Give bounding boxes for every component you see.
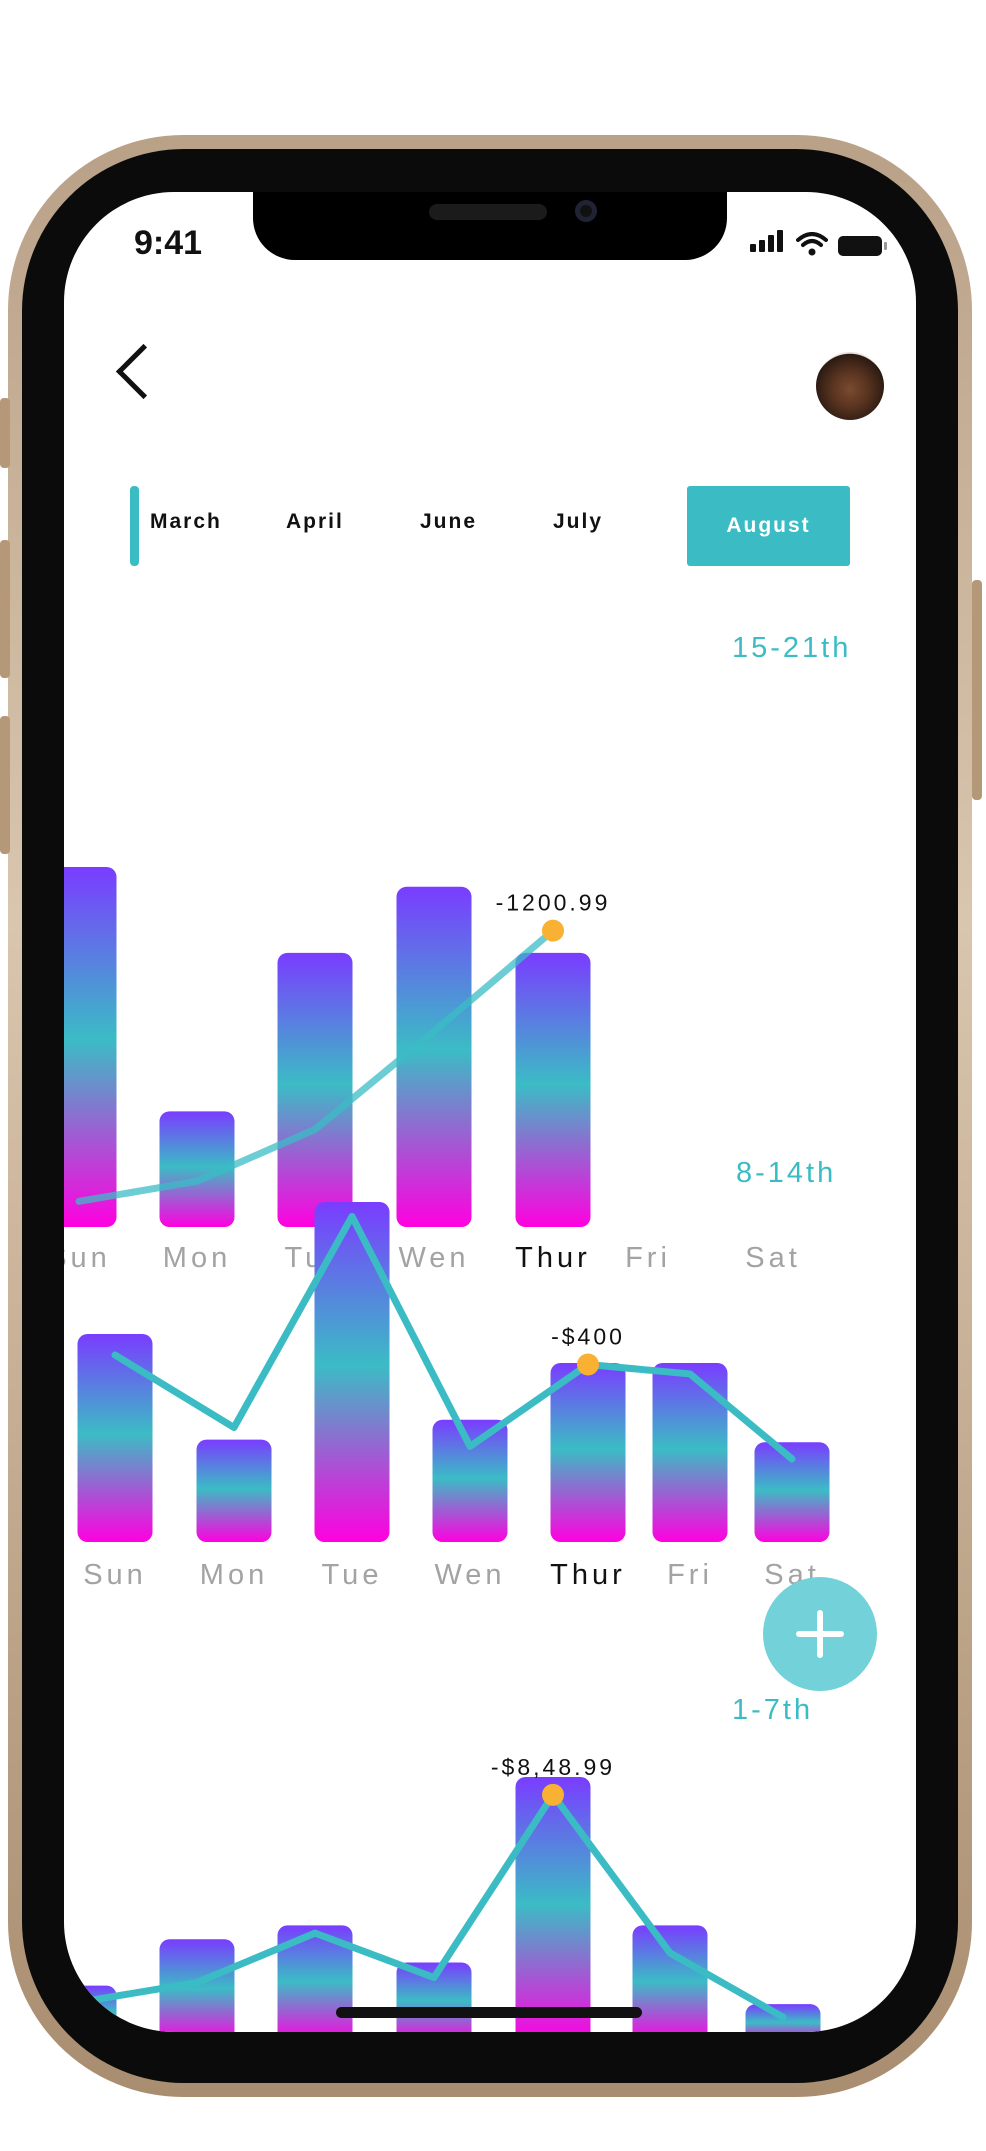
status-icons <box>750 230 887 256</box>
bar-sat[interactable] <box>754 1442 830 1542</box>
trend-line <box>75 1791 787 2021</box>
day-label-thur: Thur <box>550 1559 626 1591</box>
day-label-thur: Thur <box>515 1242 591 1274</box>
bar-tue[interactable] <box>277 1925 353 2032</box>
value-label: -1200.99 <box>496 890 611 916</box>
bar-tue[interactable] <box>314 1202 390 1542</box>
day-label-tue: Tue <box>322 1559 383 1591</box>
week-label-15-21: 15-21th <box>732 632 852 664</box>
home-indicator[interactable] <box>336 2007 642 2018</box>
bar-wen[interactable] <box>396 886 472 1227</box>
bar-tue[interactable] <box>277 952 353 1227</box>
highlight-marker[interactable] <box>542 919 564 942</box>
highlight-marker[interactable] <box>542 1783 564 1806</box>
speaker-grille <box>429 204 547 220</box>
day-label-wen: Wen <box>398 1242 469 1274</box>
day-label-fri: Fri <box>667 1559 713 1591</box>
month-scroll-indicator <box>130 486 139 566</box>
side-button-power <box>972 580 982 800</box>
battery-icon <box>838 236 887 256</box>
plus-icon <box>796 1610 844 1658</box>
bar-thur[interactable] <box>515 1777 591 2032</box>
week-label-8-14: 8-14th <box>736 1157 837 1189</box>
day-label-fri: Fri <box>625 1242 671 1274</box>
bar-thur[interactable] <box>515 952 591 1227</box>
day-label-mon: Mon <box>163 1242 231 1274</box>
weekly-chart-1-7: -$8,48.99 <box>64 1754 821 2032</box>
value-label: -$400 <box>551 1324 625 1350</box>
month-tab-march[interactable]: March <box>150 510 222 533</box>
month-tab-april[interactable]: April <box>286 510 344 533</box>
day-label-mon: Mon <box>200 1559 268 1591</box>
day-label-sat: Sat <box>745 1242 801 1274</box>
trend-line <box>111 1212 796 1463</box>
bar-mon[interactable] <box>196 1439 272 1542</box>
day-label-sun: Sun <box>83 1559 147 1591</box>
weekly-chart-8-14: Sun Mon Tue Wen Thur Fri Sat -$400 <box>77 1202 830 1591</box>
bar-thur[interactable] <box>550 1363 626 1542</box>
status-time: 9:41 <box>134 224 203 262</box>
side-button-silent <box>0 398 10 468</box>
week-label-1-7: 1-7th <box>732 1694 814 1726</box>
value-label: -$8,48.99 <box>491 1754 615 1780</box>
bar-wen[interactable] <box>432 1419 508 1542</box>
trend-line <box>75 927 557 1205</box>
user-avatar[interactable] <box>816 352 884 420</box>
add-transaction-button[interactable] <box>763 1577 877 1691</box>
highlight-marker[interactable] <box>577 1353 599 1376</box>
bar-fri[interactable] <box>632 1925 708 2032</box>
month-tab-august[interactable]: August <box>687 486 850 566</box>
wifi-icon <box>796 232 828 256</box>
day-label-wen: Wen <box>434 1559 505 1591</box>
chevron-left-icon[interactable] <box>115 343 172 400</box>
side-button-volume-up <box>0 540 10 678</box>
side-button-volume-down <box>0 716 10 854</box>
bar-sun[interactable] <box>77 1334 153 1542</box>
signal-icon <box>750 230 786 256</box>
app-screen: 9:41 March April June July August 15-21t… <box>64 192 916 2032</box>
front-camera-icon <box>575 200 597 222</box>
bar-fri[interactable] <box>652 1363 728 1542</box>
month-selector: March April June July August <box>130 486 850 566</box>
bar-mon[interactable] <box>159 1111 235 1227</box>
month-tab-july[interactable]: July <box>553 510 604 533</box>
bar-sun[interactable] <box>64 867 117 1227</box>
month-tab-june[interactable]: June <box>420 510 478 533</box>
bar-sun[interactable] <box>64 1985 117 2032</box>
notch <box>253 192 727 260</box>
day-label-sun: Sun <box>64 1242 111 1274</box>
